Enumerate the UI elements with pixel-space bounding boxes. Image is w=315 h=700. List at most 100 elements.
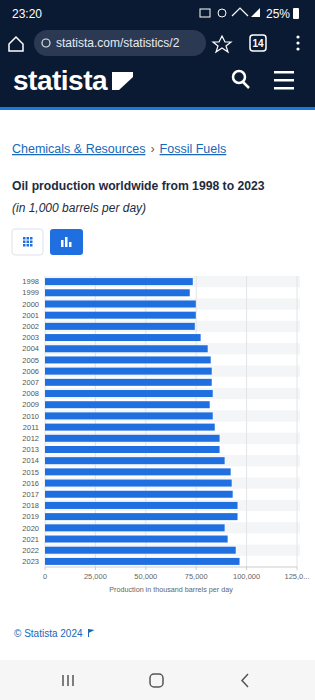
url-text: statista.com/statistics/2	[56, 36, 180, 50]
menu-dot	[296, 35, 299, 38]
table-icon	[30, 244, 33, 247]
category-label: 2015	[22, 468, 39, 477]
menu-dot	[296, 47, 299, 50]
chart: 025,00050,00075,000100,000125,0...199819…	[22, 276, 309, 594]
bar	[45, 502, 238, 509]
category-label: 2007	[22, 378, 39, 387]
recent-apps-icon	[62, 675, 64, 686]
bar	[45, 558, 240, 565]
bars	[45, 278, 240, 565]
tick-label: 0	[43, 572, 47, 581]
category-label: 2006	[22, 367, 39, 376]
category-label: 2019	[22, 512, 39, 521]
recent-apps-icon	[67, 675, 69, 686]
row-stripe	[45, 500, 300, 511]
breadcrumb-link[interactable]: Chemicals & Resources	[12, 142, 145, 156]
bar	[45, 312, 196, 319]
chart-icon	[61, 240, 64, 247]
table-icon	[23, 244, 26, 247]
tab-count: 14	[252, 38, 264, 49]
row-stripe	[45, 477, 300, 488]
bar	[45, 491, 233, 498]
grid-line	[196, 276, 197, 567]
bar	[45, 457, 225, 464]
bar	[45, 278, 193, 285]
breadcrumb-link[interactable]: Fossil Fuels	[160, 142, 227, 156]
menu-bar	[274, 87, 294, 90]
bar	[45, 446, 220, 453]
tab-count-box	[250, 35, 266, 51]
wifi-icon	[232, 8, 248, 16]
bar	[45, 468, 231, 475]
category-label: 2023	[22, 557, 39, 566]
chart-icon	[65, 237, 68, 247]
menu-dot	[296, 41, 299, 44]
category-label: 2010	[22, 412, 39, 421]
flag-icon	[89, 629, 95, 633]
search-icon	[243, 82, 249, 88]
table-icon	[27, 244, 30, 247]
footer-credit: © Statista 2024	[14, 628, 83, 639]
bar	[45, 536, 228, 543]
tick-label: 50,000	[134, 572, 157, 581]
category-label: 2000	[22, 300, 39, 309]
bar	[45, 524, 225, 531]
row-stripe	[45, 343, 300, 354]
recent-apps-icon	[72, 675, 74, 686]
chart-subtitle: (in 1,000 barrels per day)	[12, 201, 146, 215]
table-icon	[30, 241, 33, 244]
home-button[interactable]	[150, 674, 163, 687]
back-button[interactable]	[242, 674, 248, 687]
page: 23:2025%statista.com/statistics/214stati…	[0, 0, 315, 700]
header-line	[0, 107, 315, 110]
table-icon	[27, 237, 30, 240]
category-label: 2011	[23, 423, 39, 432]
header-background	[0, 0, 315, 110]
bar	[45, 345, 208, 352]
grid-line	[45, 276, 46, 567]
menu-bar	[274, 79, 294, 82]
category-label: 1999	[22, 288, 39, 297]
category-label: 2004	[22, 344, 39, 353]
url-field[interactable]	[34, 30, 206, 56]
status-icon	[200, 9, 210, 17]
row-stripe	[45, 522, 300, 533]
logo-mark	[112, 72, 133, 90]
category-label: 2002	[22, 322, 39, 331]
row-stripe	[45, 388, 300, 399]
bar	[45, 300, 196, 307]
logo: statista	[13, 65, 108, 96]
table-view-button[interactable]	[12, 229, 43, 255]
x-axis-title: Production in thousand barrels per day	[109, 585, 233, 594]
bar	[45, 412, 213, 419]
tick-label: 125,0...	[284, 572, 309, 581]
category-label: 2013	[22, 445, 39, 454]
row-stripe	[45, 455, 300, 466]
tick-label: 75,000	[185, 572, 208, 581]
menu-bar	[274, 71, 294, 74]
row-stripe	[45, 321, 300, 332]
row-stripe	[45, 366, 300, 377]
bar	[45, 390, 213, 397]
bar	[45, 480, 232, 487]
grid-line	[95, 276, 96, 567]
category-label: 2005	[22, 356, 39, 365]
category-label: 2022	[22, 546, 39, 555]
bar	[45, 368, 212, 375]
row-stripe	[45, 276, 300, 287]
home-icon	[9, 37, 23, 51]
bar	[45, 356, 211, 363]
bar	[45, 424, 215, 431]
category-label: 1998	[22, 277, 39, 286]
category-label: 2012	[22, 434, 39, 443]
category-label: 2021	[22, 535, 39, 544]
signal-icon	[251, 8, 260, 17]
bar	[45, 513, 238, 520]
category-label: 2001	[22, 311, 39, 320]
chart-view-button[interactable]	[50, 229, 83, 255]
bar	[45, 547, 236, 554]
category-label: 2014	[22, 456, 39, 465]
category-label: 2009	[22, 400, 39, 409]
category-label: 2017	[22, 490, 39, 499]
category-label: 2003	[22, 333, 39, 342]
